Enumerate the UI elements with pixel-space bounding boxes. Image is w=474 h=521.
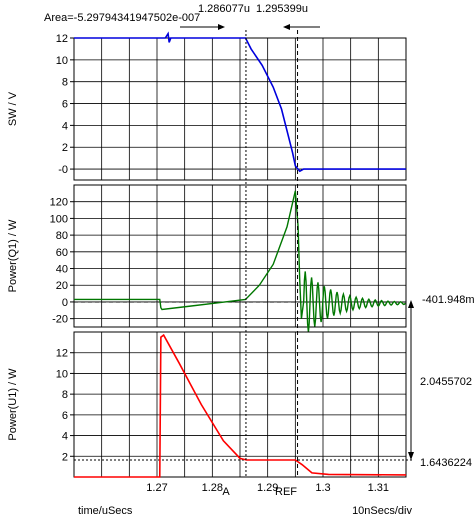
y-tick-label: -20: [52, 314, 68, 326]
y-tick-label: 6: [62, 99, 68, 111]
panel-sw-ylabel: SW / V: [7, 91, 19, 126]
cursor-a-arrow-head: [218, 24, 225, 30]
y-tick-label: 20: [56, 280, 68, 292]
x-tick-label: 1.28: [202, 482, 223, 494]
cursor-ref-label: REF: [275, 486, 297, 498]
panel-power-q1-yticks: 120 100 80 60 40 20 0 -20: [50, 197, 74, 326]
y-tick-label: 12: [56, 348, 68, 360]
sw-trace: [74, 31, 406, 173]
power-q1-trace: [74, 190, 406, 332]
y-tick-label: 100: [50, 213, 68, 225]
y-tick-label: 12: [56, 33, 68, 45]
panel-power-u1-xticks: 1.27 1.28 1.29 1.3 1.31: [146, 482, 389, 494]
y-tick-label: 6: [62, 410, 68, 422]
y-tick-label: 8: [62, 389, 68, 401]
y-tick-label: 2: [62, 451, 68, 463]
y-tick-label: 8: [62, 77, 68, 89]
y-tick-label: 4: [62, 431, 68, 443]
delta-arrow-bottom: [408, 452, 414, 460]
x-scale-label: 10nSecs/div: [352, 505, 412, 517]
area-readout: Area=-5.29794341947502e-007: [44, 12, 200, 24]
panel-sw-yticks: 12 10 8 6 4 2 -0: [56, 33, 74, 176]
cursor-a-time-readout: 1.286077u: [198, 3, 250, 15]
cursor-a-label: A: [222, 486, 230, 498]
panel-sw-grid: [74, 37, 406, 180]
panel-power-u1-ylabel: Power(U1) / W: [7, 368, 19, 441]
cursor-ref-time-readout: 1.295399u: [256, 3, 308, 15]
x-tick-label: 1.3: [315, 482, 330, 494]
x-tick-label: 1.29: [257, 482, 278, 494]
panel-power-q1-ylabel: Power(Q1) / W: [7, 219, 19, 292]
x-tick-label: 1.31: [368, 482, 389, 494]
power-q1-ref-readout: -401.948m: [422, 294, 474, 306]
y-tick-label: 0: [62, 297, 68, 309]
y-tick-label: 10: [56, 368, 68, 380]
power-u1-trace: [74, 333, 407, 478]
delta-readout: 2.0455702: [420, 376, 472, 388]
delta-arrow-top: [408, 300, 414, 308]
cursor-ref-arrow-head: [283, 24, 290, 30]
y-tick-label: 80: [56, 230, 68, 242]
panel-power-q1-grid: [74, 185, 406, 327]
y-tick-label: 10: [56, 55, 68, 67]
power-u1-cursor-readout: 1.6436224: [420, 457, 472, 469]
y-tick-label: 120: [50, 197, 68, 209]
panel-power-q1: 120 100 80 60 40 20 0 -20 Power(Q1) / W: [7, 184, 407, 332]
y-tick-label: -0: [58, 164, 68, 176]
panel-sw: 12 10 8 6 4 2 -0 SW / V: [7, 31, 407, 181]
y-tick-label: 2: [62, 142, 68, 154]
x-axis-label: time/uSecs: [78, 505, 133, 517]
y-tick-label: 60: [56, 247, 68, 259]
panel-power-u1: 12 10 8 6 4 2 1.27 1.28 1.29 1.3 1.31 Power(U1) /…: [7, 331, 412, 494]
panel-power-u1-yticks: 12 10 8 6 4 2: [56, 348, 74, 463]
panel-power-u1-grid: [74, 332, 406, 477]
x-tick-label: 1.27: [146, 482, 167, 494]
y-tick-label: 4: [62, 120, 68, 132]
y-tick-label: 40: [56, 264, 68, 276]
